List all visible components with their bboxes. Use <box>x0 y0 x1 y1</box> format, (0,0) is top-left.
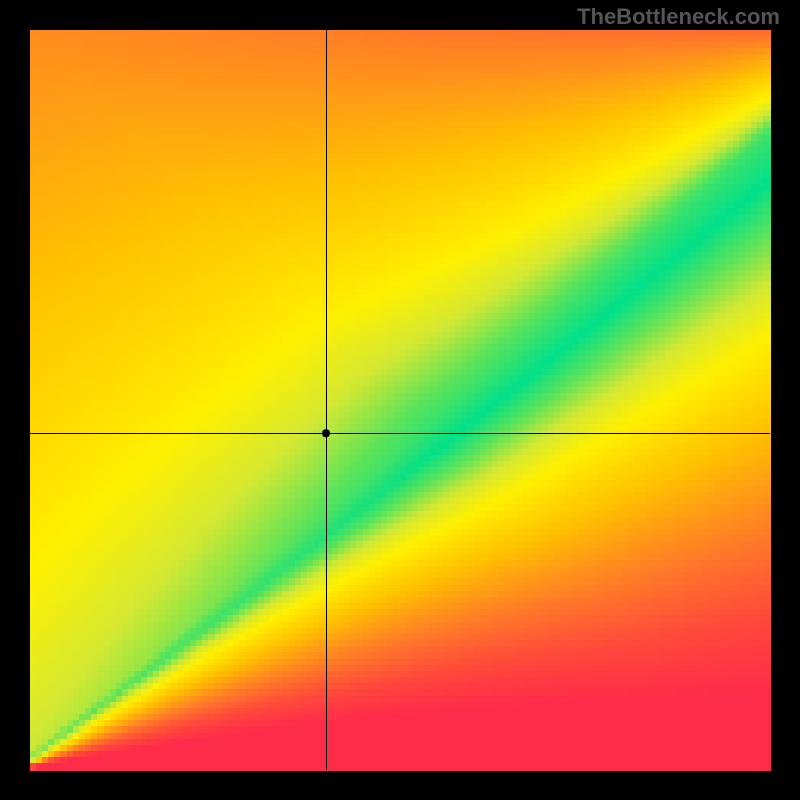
heatmap-canvas <box>0 0 800 800</box>
watermark-text: TheBottleneck.com <box>577 4 780 30</box>
